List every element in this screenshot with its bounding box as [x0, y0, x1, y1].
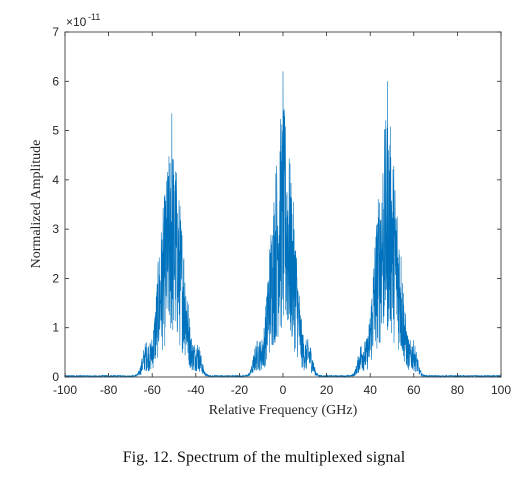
y-tick-label: 4 [52, 173, 59, 187]
y-axis-label: Normalized Amplitude [29, 140, 44, 269]
figure-caption: Fig. 12. Spectrum of the multiplexed sig… [122, 449, 406, 466]
x-axis-label: Relative Frequency (GHz) [209, 403, 358, 418]
spectrum-series [64, 71, 502, 378]
x-tick-label: -60 [144, 383, 162, 397]
y-tick-label: 3 [52, 222, 59, 236]
x-tick-label: -100 [53, 383, 77, 397]
spectrum-chart: -100 -80 -60 -40 -20 0 20 40 60 80 100 0 1 2 3 4 5 6 7 ×1… [29, 12, 511, 418]
x-tick-label: -20 [231, 383, 249, 397]
x-tick-label: 80 [451, 383, 465, 397]
axes-box [64, 31, 502, 378]
x-axis-ticks: -100 -80 -60 -40 -20 0 20 40 60 80 100 [53, 32, 511, 397]
y-tick-label: 2 [52, 271, 59, 285]
y-tick-label: 5 [52, 124, 59, 138]
x-tick-label: -40 [187, 383, 205, 397]
y-exponent-power: -11 [88, 12, 100, 22]
x-tick-label: 60 [407, 383, 421, 397]
x-tick-label: -80 [100, 383, 118, 397]
y-tick-label: 6 [52, 74, 59, 88]
x-tick-label: 40 [364, 383, 378, 397]
x-tick-label: 100 [491, 383, 511, 397]
x-tick-label: 20 [320, 383, 334, 397]
y-exponent-base: ×10 [66, 15, 87, 29]
x-tick-label: 0 [280, 383, 287, 397]
y-tick-label: 1 [52, 321, 59, 335]
spectrum-line [64, 71, 502, 378]
y-tick-label: 7 [52, 25, 59, 39]
y-tick-label: 0 [52, 370, 59, 384]
